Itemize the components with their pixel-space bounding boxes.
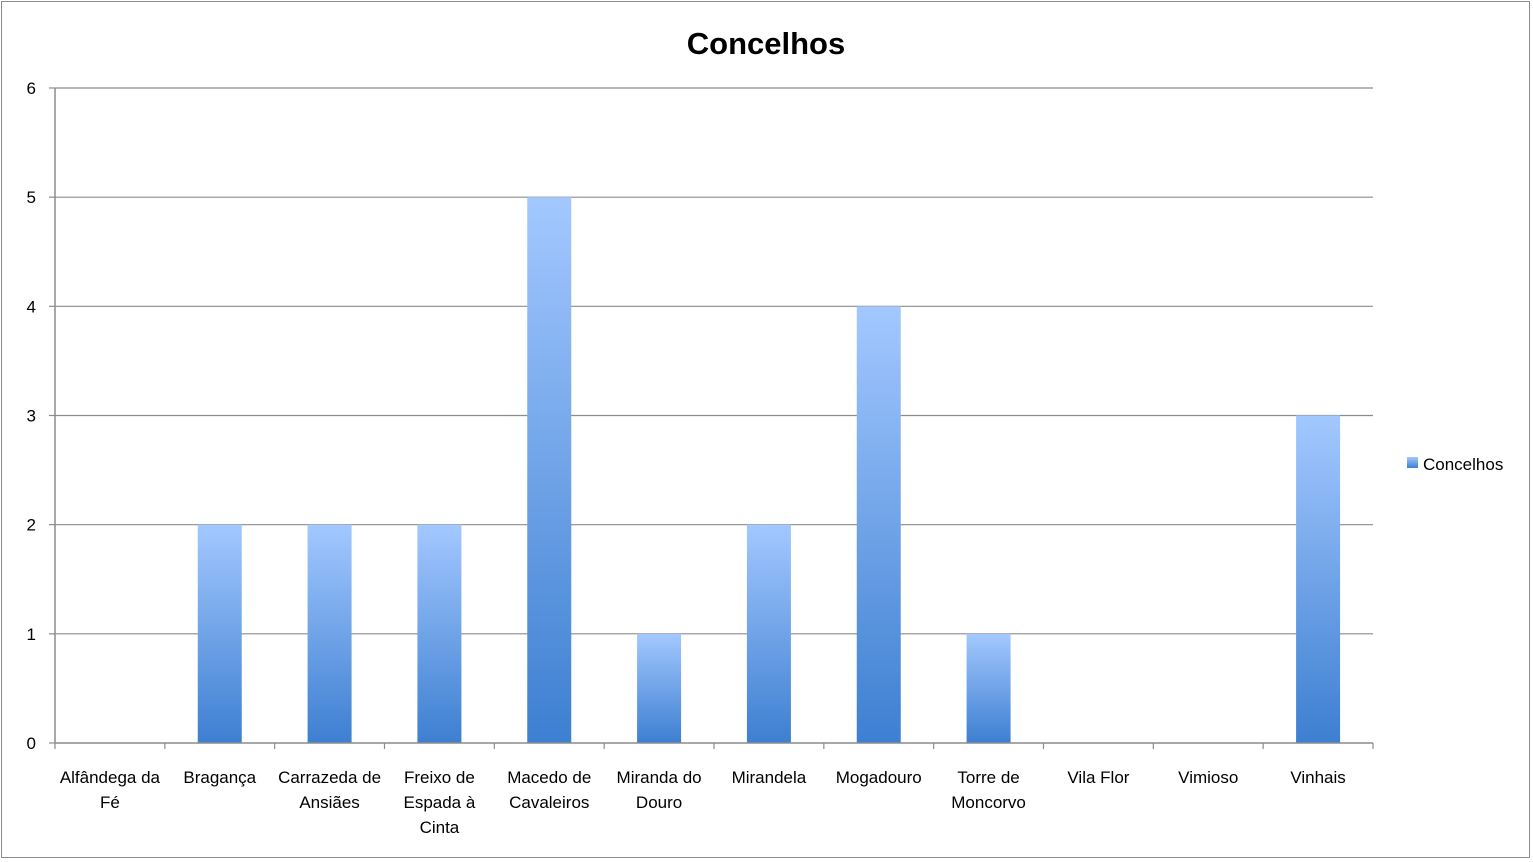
chart-title: Concelhos xyxy=(687,26,845,61)
x-tick-label: Torre de Moncorvo xyxy=(951,768,1026,812)
y-tick-label: 0 xyxy=(27,734,36,753)
x-tick-label: Alfândega da Fé xyxy=(60,768,161,812)
x-tick-label: Vinhais xyxy=(1290,768,1345,787)
y-tick-label: 6 xyxy=(27,79,36,98)
bar xyxy=(417,524,462,743)
gridlines xyxy=(49,87,1373,744)
y-tick-label: 4 xyxy=(27,297,36,316)
bar xyxy=(527,197,572,743)
bar xyxy=(856,306,901,743)
x-tick-label: Miranda do Douro xyxy=(617,768,702,812)
x-tick-label: Vimioso xyxy=(1178,768,1238,787)
x-tick-label: Freixo de Espada à Cinta xyxy=(403,768,475,837)
y-tick-label: 5 xyxy=(27,188,36,207)
x-tick-label: Carrazeda de Ansiães xyxy=(278,768,381,812)
legend: Concelhos xyxy=(1407,455,1503,474)
y-tick-label: 2 xyxy=(27,516,36,535)
bar xyxy=(307,524,352,743)
x-tick-label: Macedo de Cavaleiros xyxy=(507,768,591,812)
bar xyxy=(966,633,1011,743)
y-tick-label: 3 xyxy=(27,407,36,426)
x-tick-labels: Alfândega da Fé Bragança Carrazeda de Ansiãe… xyxy=(60,768,1346,837)
x-tick-label: Mirandela xyxy=(732,768,807,787)
y-tick-label: 1 xyxy=(27,625,36,644)
bars xyxy=(197,197,1341,743)
x-tick-label: Mogadouro xyxy=(836,768,922,787)
legend-label: Concelhos xyxy=(1423,455,1503,474)
bar xyxy=(197,524,242,743)
y-tick-labels: 0 1 2 3 4 5 6 xyxy=(27,79,36,753)
bar xyxy=(1296,415,1341,743)
x-tick-label: Bragança xyxy=(183,768,256,787)
legend-swatch xyxy=(1407,457,1418,468)
bar xyxy=(746,524,791,743)
axes xyxy=(54,88,1374,749)
x-tick-label: Vila Flor xyxy=(1067,768,1129,787)
bar xyxy=(637,633,682,743)
